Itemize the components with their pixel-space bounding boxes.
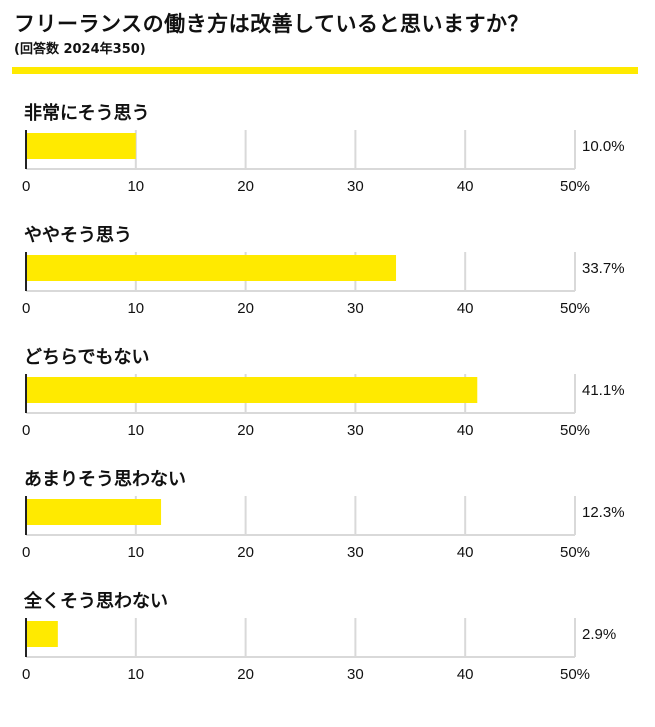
tick-label: 50% [560, 422, 590, 439]
tick-label: 30 [347, 422, 364, 439]
bar [27, 133, 136, 159]
tick-label: 30 [347, 544, 364, 561]
value-label: 33.7% [582, 260, 625, 277]
bar [27, 377, 478, 403]
bar [27, 255, 397, 281]
bar [27, 499, 162, 525]
bar [27, 621, 58, 647]
chart-title: フリーランスの働き方は改善していると思いますか？ [14, 12, 529, 36]
tick-label: 0 [22, 422, 30, 439]
tick-label: 40 [457, 422, 474, 439]
tick-label: 20 [237, 544, 254, 561]
tick-label: 0 [22, 178, 30, 195]
category-label: どちらでもない [24, 347, 149, 368]
tick-label: 10 [127, 300, 144, 317]
value-label: 41.1% [582, 382, 625, 399]
tick-label: 20 [237, 666, 254, 683]
tick-label: 30 [347, 300, 364, 317]
tick-label: 40 [457, 178, 474, 195]
tick-label: 10 [127, 666, 144, 683]
category-label: 非常にそう思う [24, 102, 150, 124]
tick-label: 0 [22, 300, 30, 317]
tick-label: 30 [347, 666, 364, 683]
tick-label: 20 [237, 300, 254, 317]
tick-label: 20 [237, 422, 254, 439]
tick-label: 10 [127, 544, 144, 561]
tick-label: 10 [127, 178, 144, 195]
value-label: 10.0% [582, 138, 625, 155]
tick-label: 50% [560, 544, 590, 561]
tick-label: 30 [347, 178, 364, 195]
tick-label: 0 [22, 666, 30, 683]
value-label: 12.3% [582, 504, 625, 521]
category-label: 全くそう思わない [23, 590, 168, 612]
tick-label: 50% [560, 666, 590, 683]
accent-rule [12, 67, 638, 74]
tick-label: 50% [560, 178, 590, 195]
tick-label: 10 [127, 422, 144, 439]
tick-label: 40 [457, 544, 474, 561]
tick-label: 20 [237, 178, 254, 195]
chart-subtitle: (回答数 2024年350) [14, 42, 146, 57]
value-label: 2.9% [582, 626, 616, 643]
category-label: あまりそう思わない [24, 469, 186, 490]
tick-label: 0 [22, 544, 30, 561]
category-label: ややそう思う [24, 225, 132, 246]
tick-label: 50% [560, 300, 590, 317]
tick-label: 40 [457, 666, 474, 683]
tick-label: 40 [457, 300, 474, 317]
